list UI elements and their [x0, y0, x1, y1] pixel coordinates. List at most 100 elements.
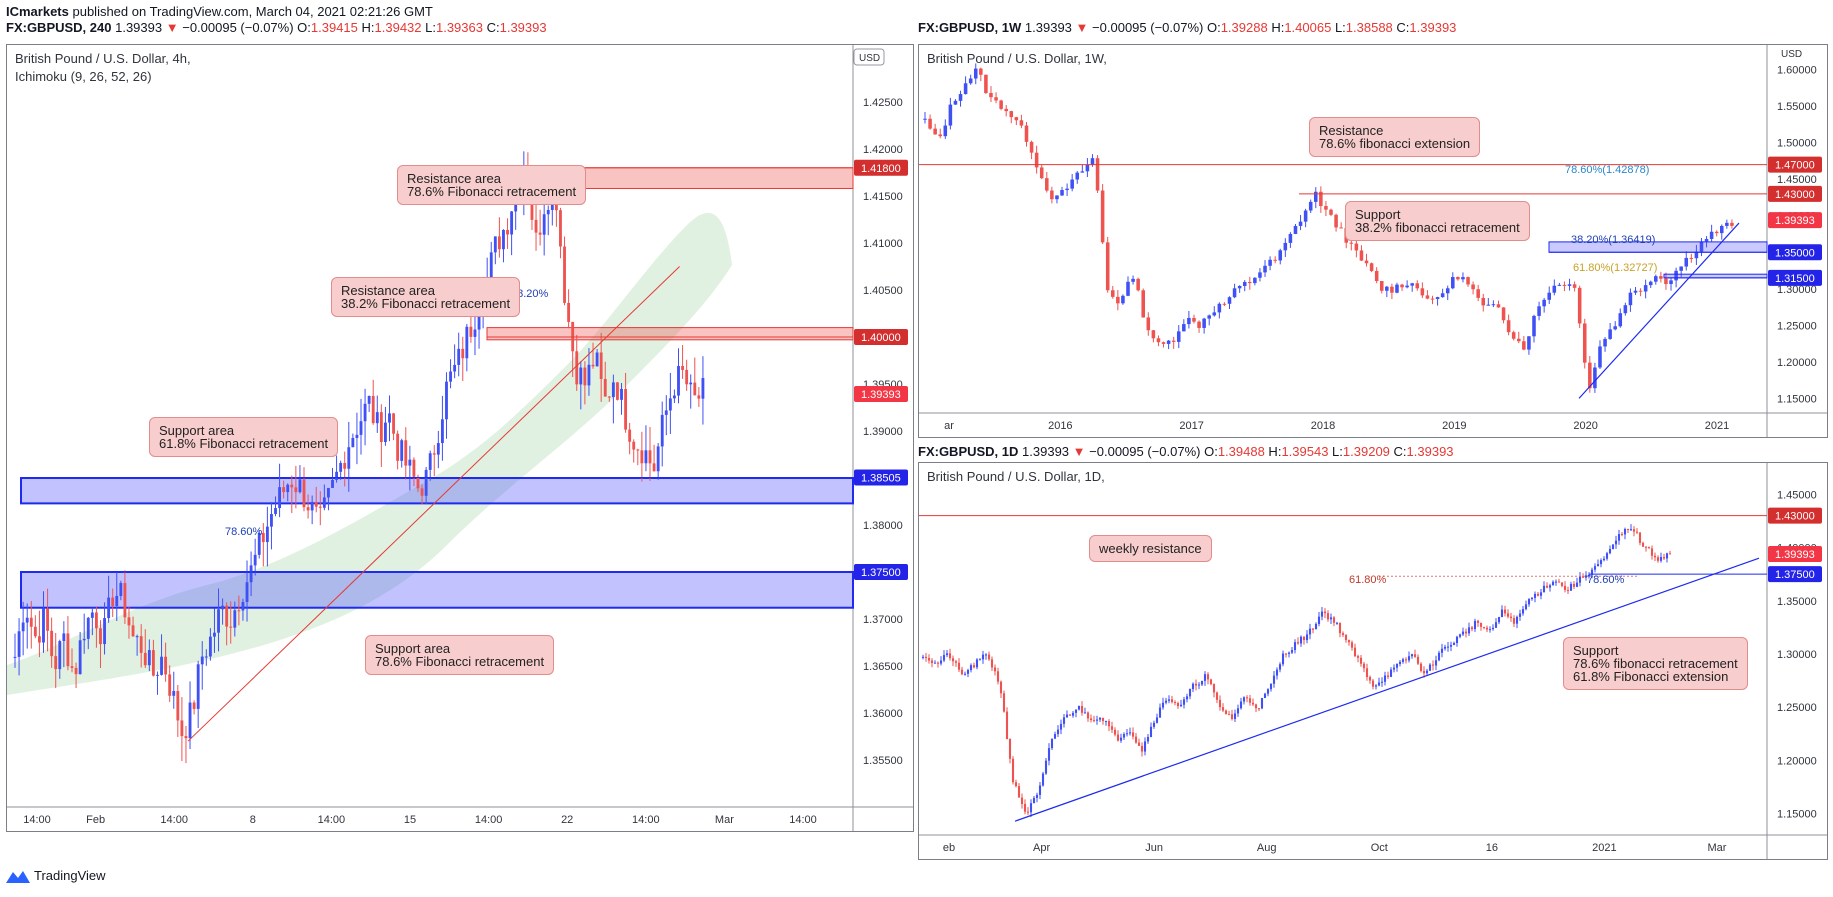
candle-body [1062, 717, 1066, 724]
price-label-text: 1.31500 [1775, 273, 1815, 285]
candle-body [225, 605, 229, 627]
candle-body [1019, 120, 1024, 126]
candle-body [984, 74, 988, 93]
candle-body [164, 656, 168, 675]
candle-body [1425, 295, 1430, 299]
candle-body [208, 636, 212, 657]
candle-body [1521, 609, 1525, 614]
candle-body [1339, 227, 1343, 229]
candle-body [1633, 290, 1638, 293]
candle-body [1202, 318, 1206, 328]
candle-body [457, 348, 461, 365]
candle-body [1620, 534, 1624, 536]
candle-body [938, 134, 943, 137]
candle-body [1430, 298, 1435, 300]
candle-body [1070, 179, 1074, 189]
time-tick-label: 2017 [1179, 420, 1203, 432]
candle-body [1567, 284, 1572, 286]
candle-body [1506, 320, 1511, 333]
price-tick-label: 1.20000 [1777, 357, 1817, 369]
d1-annotation-weekly-resistance: weekly resistance [1089, 535, 1212, 562]
candle-body [546, 209, 550, 215]
candle-body [1215, 692, 1219, 700]
candle-body [119, 583, 123, 596]
candle-body [33, 626, 37, 637]
candle-body [542, 214, 546, 235]
candle-body [1374, 271, 1379, 281]
candle-body [1209, 679, 1213, 685]
candle-body [969, 665, 973, 671]
fib-label: 38.20%(1.36419) [1571, 234, 1655, 246]
candle-body [1203, 674, 1207, 681]
price-label-text: 1.41800 [861, 163, 901, 175]
candle-body [1317, 616, 1321, 624]
candle-body [510, 211, 514, 235]
candle-body [987, 654, 991, 660]
fib-label: 78.60% [225, 526, 263, 538]
candle-body [1557, 581, 1561, 583]
candle-body [379, 412, 383, 442]
candle-body [1572, 284, 1577, 288]
candle-body [1156, 338, 1161, 343]
candle-body [1313, 191, 1318, 202]
support-zone [1663, 273, 1768, 279]
candle-body [1194, 683, 1198, 686]
candle-body [984, 654, 988, 656]
candle-body [347, 447, 351, 469]
candle-body [1413, 654, 1417, 657]
candle-body [1128, 732, 1132, 734]
candle-body [1197, 321, 1201, 328]
candle-body [958, 94, 963, 101]
candle-body [1253, 277, 1257, 284]
candle-body [21, 622, 25, 632]
price-tick-label: 1.50000 [1777, 138, 1817, 150]
d1-chart-panel[interactable]: 1.150001.200001.250001.300001.350001.400… [918, 462, 1828, 860]
candle-body [1008, 739, 1012, 759]
candle-body [1266, 689, 1270, 694]
down-triangle-icon: ▼ [165, 20, 179, 35]
w1-chart[interactable]: 1.150001.200001.250001.300001.350001.400… [919, 45, 1827, 437]
time-tick-label: Oct [1371, 842, 1388, 854]
candle-body [668, 398, 672, 411]
candle-body [538, 232, 542, 235]
candle-body [559, 210, 562, 247]
currency-label: USD [1781, 49, 1802, 60]
candle-body [1665, 553, 1669, 559]
candle-body [180, 720, 184, 737]
candle-body [1613, 326, 1617, 330]
candle-body [1101, 717, 1105, 722]
candle-body [599, 352, 603, 379]
time-tick-label: ar [944, 420, 954, 432]
candle-body [343, 462, 347, 469]
candle-body [1039, 167, 1044, 179]
candle-body [1251, 702, 1255, 705]
w1-chart-panel[interactable]: 1.150001.200001.250001.300001.350001.400… [918, 44, 1828, 438]
tradingview-brand[interactable]: TradingView [6, 868, 106, 883]
candle-body [1623, 528, 1627, 535]
h4-chart-panel[interactable]: 1.35500 1.36000 1.36500 1.37000 1.37500 1.380… [6, 44, 914, 832]
candle-body [1152, 722, 1156, 727]
candle-body [1236, 708, 1240, 714]
candle-body [1635, 531, 1639, 533]
candle-body [1086, 712, 1090, 719]
time-tick-label: Feb [86, 814, 105, 826]
publisher-line: ICmarkets published on TradingView.com, … [6, 4, 433, 20]
candle-body [1071, 712, 1075, 716]
candle-body [1415, 283, 1420, 289]
publisher-name: ICmarkets [6, 4, 69, 19]
candle-body [1401, 659, 1405, 662]
candle-body [1258, 272, 1262, 278]
d1-chart[interactable]: 1.150001.200001.250001.300001.350001.400… [919, 463, 1827, 859]
candle-body [1623, 305, 1628, 314]
candle-body [1641, 542, 1645, 547]
h4-change: −0.00095 (−0.07%) [182, 20, 294, 35]
candle-body [1386, 675, 1390, 677]
candle-body [1354, 243, 1359, 251]
candle-body [123, 583, 127, 618]
price-label-text: 1.37500 [861, 567, 901, 579]
candle-body [1275, 669, 1279, 676]
h4-chart[interactable]: 1.35500 1.36000 1.36500 1.37000 1.37500 1.380… [7, 45, 913, 831]
candle-body [1400, 284, 1404, 288]
candle-body [168, 674, 172, 696]
candle-body [1455, 636, 1459, 644]
